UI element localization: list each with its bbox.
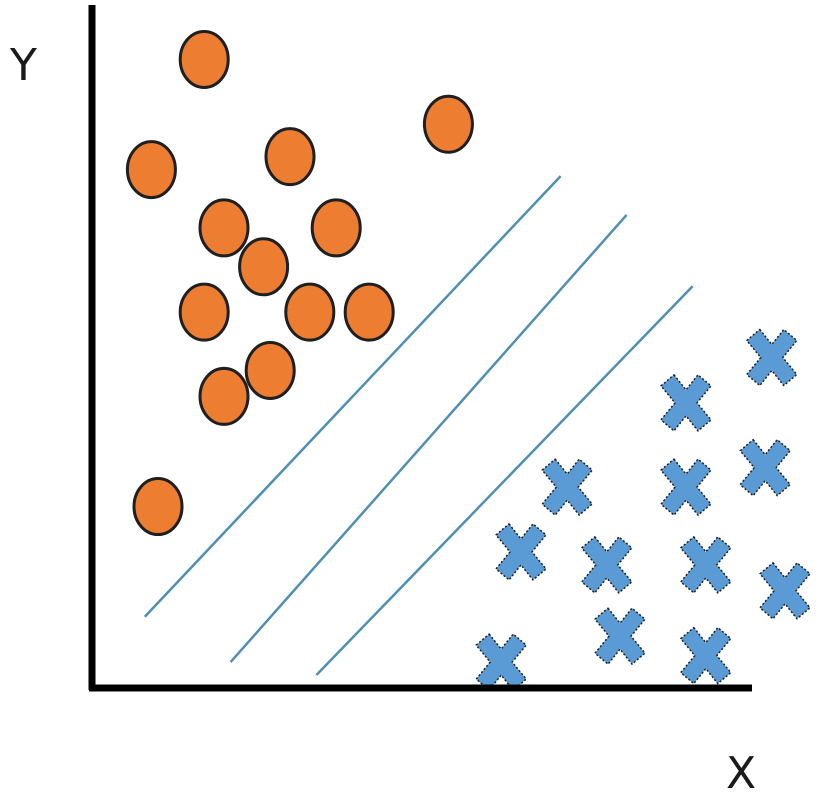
separator-lines: [143, 175, 694, 676]
circle-point-9: [284, 282, 336, 342]
circle-point-3: [125, 140, 177, 200]
circle-point-8: [178, 282, 230, 342]
cross-point-4: [541, 458, 593, 516]
x-axis-label: X: [726, 748, 756, 795]
cross-point-9: [759, 562, 811, 620]
y-axis-label: Y: [9, 40, 37, 91]
circle-point-11: [244, 340, 296, 400]
cross-point-12: [475, 633, 527, 691]
cross-point-10: [594, 607, 646, 665]
circle-point-2: [422, 94, 474, 154]
separator-line-3: [315, 285, 694, 676]
cross-point-5: [660, 458, 712, 516]
separator-line-1: [143, 175, 562, 618]
cross-point-11: [680, 626, 732, 685]
data-points: [125, 29, 811, 691]
cross-point-6: [495, 523, 547, 581]
separator-line-2: [229, 214, 628, 663]
cross-point-3: [739, 438, 791, 497]
circle-point-10: [343, 282, 395, 342]
circle-point-6: [310, 198, 362, 258]
circle-point-5: [198, 198, 250, 258]
circle-point-7: [238, 237, 290, 297]
cross-point-2: [660, 374, 712, 432]
circle-point-4: [264, 127, 316, 187]
cross-point-8: [680, 536, 732, 594]
cross-point-1: [746, 328, 798, 387]
circle-point-12: [198, 366, 250, 426]
cross-point-7: [581, 536, 633, 594]
circle-point-1: [178, 29, 230, 89]
circle-point-13: [132, 477, 184, 537]
